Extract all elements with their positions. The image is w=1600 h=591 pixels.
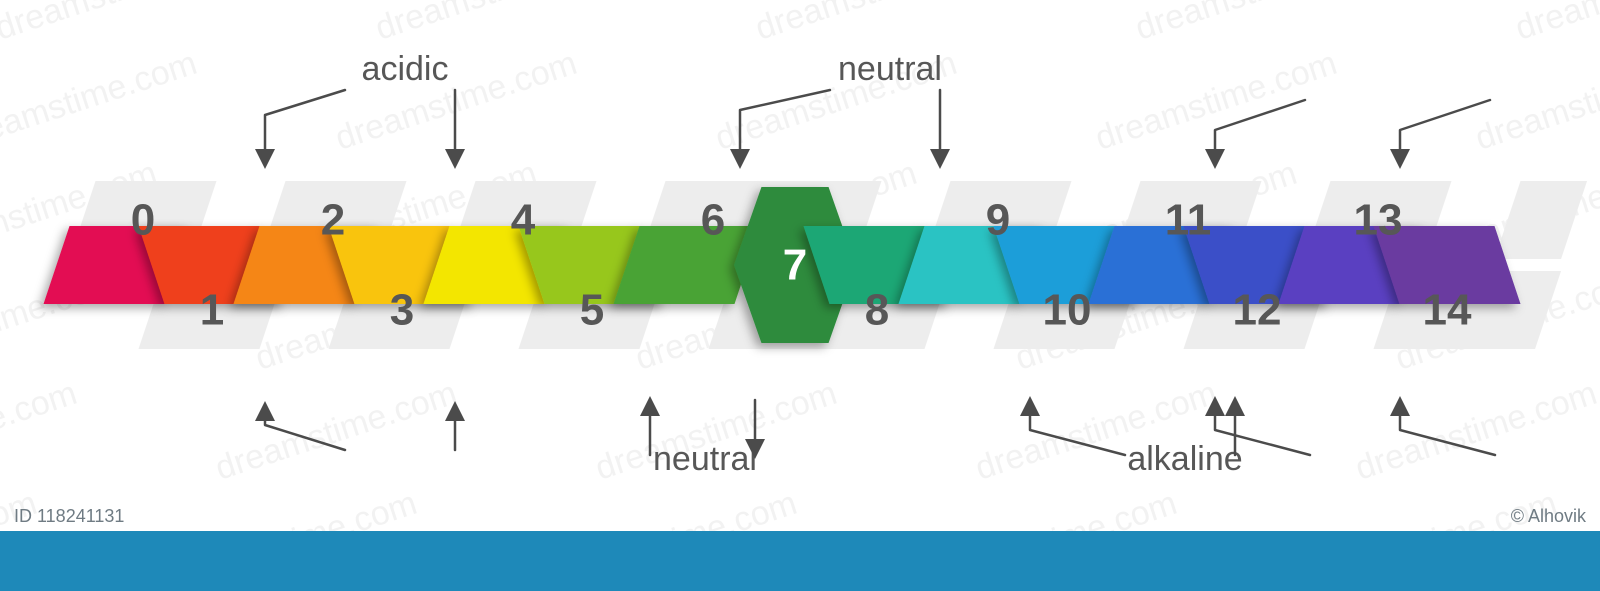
watermark-text: dreamstime.com: [0, 374, 81, 488]
image-id: ID 118241131: [14, 506, 124, 526]
ph-number-4: 4: [511, 196, 536, 245]
gray-cap-top: [1495, 181, 1588, 259]
label-neutral: neutral: [653, 440, 757, 478]
label-acidic: acidic: [362, 50, 449, 88]
ph-number-5: 5: [580, 286, 604, 335]
label-neutral: neutral: [838, 50, 942, 88]
watermark-text: dreamstime.com: [371, 0, 622, 48]
ph-number-8: 8: [865, 286, 889, 335]
watermark-text: dreamstime.com: [211, 374, 462, 488]
watermark-text: dreamstime.com: [0, 0, 241, 48]
ph-number-14: 14: [1423, 286, 1472, 335]
watermark-text: dreamstime.com: [1131, 0, 1382, 48]
ph-number-2: 2: [321, 196, 345, 245]
ph-number-7: 7: [783, 241, 807, 290]
watermark-text: dreamstime.com: [0, 44, 201, 158]
footer-bar: [0, 531, 1600, 591]
ph-number-9: 9: [986, 196, 1010, 245]
ph-number-6: 6: [701, 196, 725, 245]
ph-scale-infographic: dreamstime.comdreamstime.comdreamstime.c…: [0, 0, 1600, 591]
ph-number-13: 13: [1354, 196, 1403, 245]
watermark-text: dreamstime.com: [1351, 374, 1600, 488]
image-author: © Alhovik: [1511, 506, 1587, 526]
ph-number-10: 10: [1043, 286, 1092, 335]
label-alkaline: alkaline: [1127, 440, 1242, 478]
ph-number-3: 3: [390, 286, 414, 335]
watermark-text: dreamstime.com: [751, 0, 1002, 48]
ph-number-12: 12: [1233, 286, 1282, 335]
ph-number-0: 0: [131, 196, 155, 245]
ph-number-1: 1: [200, 286, 224, 335]
watermark-text: dreamstime.com: [1511, 0, 1600, 48]
ph-number-11: 11: [1165, 196, 1212, 245]
